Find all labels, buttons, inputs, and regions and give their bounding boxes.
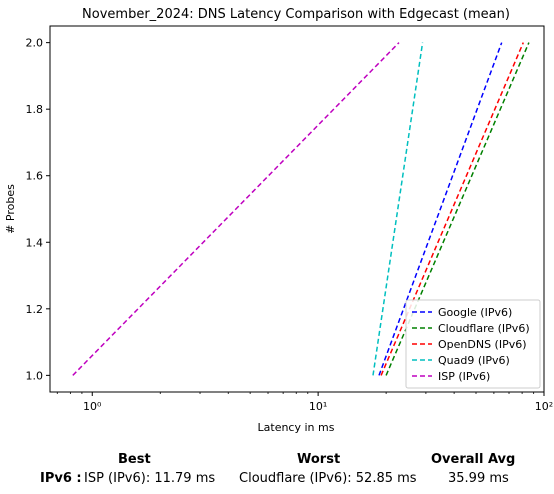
y-axis-label: # Probes [4,184,17,234]
y-tick-label: 2.0 [26,37,44,50]
legend-label: Google (IPv6) [438,306,512,319]
avg-header: Overall Avg [431,452,516,467]
y-tick-label: 1.4 [26,236,44,249]
best-value: ISP (IPv6): 11.79 ms [84,471,216,486]
series-line-quad9-ipv6 [372,42,424,376]
series-line-google-ipv6 [378,42,503,376]
worst-header: Worst [297,452,341,467]
worst-value: Cloudflare (IPv6): 52.85 ms [239,471,417,486]
x-tick-label: 10² [535,400,553,413]
legend: Google (IPv6) Cloudflare (IPv6) OpenDNS (I… [405,299,541,389]
legend-label: OpenDNS (IPv6) [438,338,527,351]
y-tick-label: 1.0 [26,369,44,382]
chart-title: November_2024: DNS Latency Comparison wi… [82,7,510,22]
x-tick-label: 10¹ [309,400,327,413]
stats-table: Best Worst Overall Avg IPv6 : ISP (IPv6)… [0,450,554,494]
series-line-opendns-ipv6 [380,42,524,376]
best-header: Best [118,452,151,467]
y-tick-label: 1.2 [26,303,44,316]
x-axis: 10⁰ 10¹ 10² [56,392,553,413]
legend-label: ISP (IPv6) [438,370,490,383]
x-tick-label: 10⁰ [83,400,102,413]
y-tick-label: 1.8 [26,103,44,116]
y-tick-label: 1.6 [26,170,44,183]
legend-label: Cloudflare (IPv6) [438,322,530,335]
legend-box [405,299,541,389]
legend-label: Quad9 (IPv6) [438,354,510,367]
x-axis-label: Latency in ms [258,421,335,434]
avg-value: 35.99 ms [448,471,509,486]
y-axis: 1.0 1.2 1.4 1.6 1.8 2.0 [26,37,50,382]
row-label: IPv6 : [40,471,82,486]
series-line-isp-ipv6 [72,42,400,376]
chart: November_2024: DNS Latency Comparison wi… [4,7,553,434]
